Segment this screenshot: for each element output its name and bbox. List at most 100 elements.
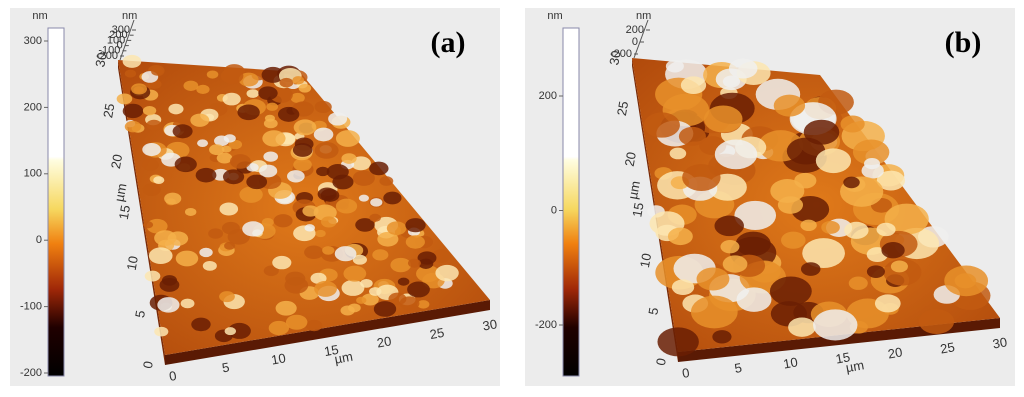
surface-bump [340,305,355,316]
surface-bump [356,296,367,304]
surface-bump [175,250,199,267]
surface-bump [332,174,354,190]
surface-bump [335,198,358,214]
surface-bump [386,221,407,236]
colorbar-tick-label: 100 [24,168,42,180]
surface-bump [876,170,906,191]
x-tick-label: 30 [991,334,1008,351]
surface-bump [322,246,335,255]
surface-bump [341,279,365,296]
surface-bump [277,106,300,122]
surface-bump [714,139,758,170]
surface-bump [390,257,412,273]
y-tick-label: 0 [140,360,156,370]
surface-bump [680,76,707,95]
surface-bump [690,295,738,329]
y-tick-label: 10 [124,255,141,272]
surface-bump [722,255,748,273]
surface-bump [144,270,161,282]
colorbar-tick-label: 200 [24,101,42,113]
surface-bump [794,172,817,189]
y-tick-label: 5 [645,306,661,316]
z-tick-label: -200 [610,48,632,60]
surface-bump [335,130,360,147]
surface-bump [314,280,337,297]
z-tick-label: 200 [109,29,127,41]
y-axis-unit: µm [625,180,643,201]
surface-bump [890,260,908,273]
surface-bump [219,202,239,216]
surface-bump [379,176,394,186]
surface-bump [284,277,309,294]
surface-bump [696,267,730,291]
surface-bump [258,164,278,178]
surface-bump [116,93,133,105]
surface-bump [142,159,159,171]
surface-bump [313,127,334,142]
surface-bump [734,200,777,231]
surface-bump [669,147,687,160]
surface-bump [435,264,459,282]
x-axis-unit: µm [845,357,866,375]
surface-bump [208,228,224,239]
surface-bump [334,246,357,262]
x-tick-label: 15 [323,342,340,359]
surface-bump [142,105,157,116]
surface-bump [397,277,410,286]
surface-bump [143,221,154,229]
surface-bump [722,75,741,88]
surface-bump [954,273,977,289]
surface-bump [405,218,426,233]
surface-bump [272,255,292,270]
surface-bump [813,309,858,341]
surface-bump [712,330,732,344]
panel-label: (b) [945,26,982,59]
surface-bump [405,235,425,249]
panel-label: (a) [431,26,466,59]
colorbar-unit: nm [547,10,562,22]
z-axis [633,19,649,59]
surface-bump [161,275,178,286]
surface-bump [417,300,430,309]
surface-bump [343,265,367,282]
surface-bump [864,157,881,170]
x-tick-label: 30 [481,316,498,333]
surface-bump [876,222,896,237]
y-tick-label: 0 [653,357,669,367]
surface-bump [146,119,162,131]
surface-bump [224,327,236,336]
surface-bump [678,126,706,146]
surface-bump [418,258,434,269]
surface-bump [352,254,367,265]
colorbar-tick-label: 0 [551,204,557,216]
surface-bump [262,130,286,147]
surface-bump [142,143,161,157]
y-tick-label: 10 [637,252,654,269]
x-tick-label: 15 [834,349,851,366]
surface-bump [777,196,804,214]
surface-bump [407,258,421,268]
x-tick-label: 5 [221,359,231,375]
z-tick-label: 0 [117,40,123,52]
surface-bump [219,291,235,303]
x-tick-label: 0 [168,368,178,384]
y-tick-label: 15 [116,204,133,221]
z-tick-label: -100 [98,45,120,57]
surface-bump [279,77,294,88]
x-tick-label: 20 [887,344,904,361]
surface-bump [157,297,180,313]
z-axis-unit: nm [636,10,651,22]
surface-bump [153,176,165,185]
surface-bump [273,214,293,228]
surface-bump [844,221,869,239]
surface-bump [154,230,177,246]
surface-bump [237,104,260,121]
surface-bump [142,183,161,197]
surface-bump [884,203,929,235]
y-tick-label: 5 [132,309,148,319]
surface-bump [852,139,890,165]
surface-bump [310,272,327,284]
surface-bump [848,276,868,290]
